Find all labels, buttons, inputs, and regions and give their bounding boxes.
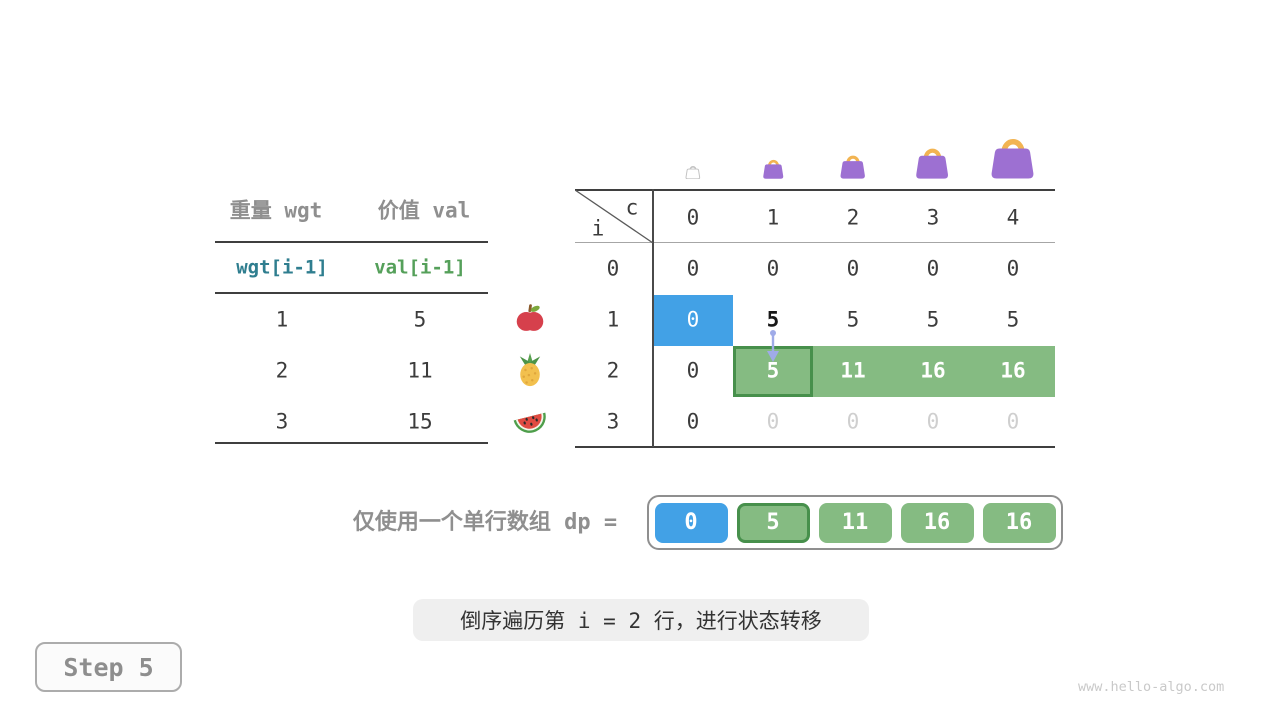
item-table-sub-val: val[i-1] (374, 256, 466, 279)
dp-array-cell-4: 16 (982, 502, 1056, 543)
item-table-sub-wgt: wgt[i-1] (236, 256, 328, 279)
item-wgt-1: 1 (275, 307, 289, 332)
dp-row-header-2: 2 (606, 358, 620, 383)
dp-row-header-1: 1 (606, 307, 620, 332)
watermark: www.hello-algo.com (1078, 679, 1225, 695)
dp-col-header-1: 1 (766, 205, 780, 230)
item-wgt-3: 3 (275, 409, 289, 434)
item-table-header-value: 价值 val (377, 198, 471, 223)
dp-col-header-0: 0 (686, 205, 700, 230)
dp-col-header-3: 3 (926, 205, 940, 230)
pineapple-icon (515, 353, 545, 387)
dp-cell-r1c2: 5 (846, 307, 860, 332)
dp-array-cell-3: 16 (900, 502, 974, 543)
state-transition-down-arrow-icon (767, 330, 779, 362)
item-table-top-rule (215, 241, 488, 243)
bag-large-icon (914, 144, 951, 179)
dp-array-label: 仅使用一个单行数组 dp = (352, 510, 618, 535)
step-badge: Step 5 (35, 642, 182, 692)
dp-cell-r0c2: 0 (846, 256, 860, 281)
dp-cell-r3c3: 0 (926, 409, 940, 434)
dp-cell-r0c4: 0 (1006, 256, 1020, 281)
dp-table-diagonal-rule (575, 190, 653, 243)
step-label: Step 5 (63, 652, 154, 682)
dp-cell-r3c2: 0 (846, 409, 860, 434)
dp-cell-r1c1: 5 (766, 307, 780, 332)
dp-cell-r0c1: 0 (766, 256, 780, 281)
dp-corner-col-label: c (625, 195, 639, 220)
bag-small-icon (762, 157, 785, 179)
dp-table-header-rule (575, 242, 1055, 243)
dp-cell-r1c0: 0 (686, 307, 700, 332)
item-wgt-2: 2 (275, 358, 289, 383)
item-val-3: 15 (407, 409, 433, 434)
dp-cell-r3c4: 0 (1006, 409, 1020, 434)
caption-text: 倒序遍历第 i = 2 行，进行状态转移 (460, 609, 822, 633)
dp-table-top-rule (575, 189, 1055, 191)
bag-medium-icon (839, 152, 867, 179)
dp-cell-r3c1: 0 (766, 409, 780, 434)
dp-cell-r2c2: 11 (840, 358, 866, 383)
dp-corner-row-label: i (591, 216, 605, 241)
dp-highlight-green-band (733, 345, 1055, 397)
dp-col-header-4: 4 (1006, 205, 1020, 230)
watermelon-icon (512, 407, 548, 435)
item-val-1: 5 (413, 307, 427, 332)
dp-cell-r3c0: 0 (686, 409, 700, 434)
dp-cell-r1c3: 5 (926, 307, 940, 332)
dp-cell-r2c3: 16 (920, 358, 946, 383)
bag-xlarge-icon (989, 133, 1037, 179)
dp-cell-r1c4: 5 (1006, 307, 1020, 332)
apple-icon (516, 303, 544, 333)
dp-cell-r2c4: 16 (1000, 358, 1026, 383)
dp-row-header-3: 3 (606, 409, 620, 434)
item-val-2: 11 (407, 358, 433, 383)
item-table-mid-rule (215, 292, 488, 294)
dp-table-bottom-rule (575, 446, 1055, 448)
dp-highlight-blue-cell (653, 294, 733, 346)
dp-array-cell-2: 11 (818, 502, 892, 543)
item-table-header-weight: 重量 wgt (229, 198, 323, 223)
dp-row-header-0: 0 (606, 256, 620, 281)
item-table-bottom-rule (215, 442, 488, 444)
dp-array: 0 5 11 16 16 (647, 495, 1063, 550)
dp-array-cell-1: 5 (736, 502, 810, 543)
dp-cell-r2c1: 5 (766, 358, 780, 383)
dp-col-header-2: 2 (846, 205, 860, 230)
bag-ghost-icon (685, 164, 701, 179)
dp-cell-r0c3: 0 (926, 256, 940, 281)
dp-cell-r0c0: 0 (686, 256, 700, 281)
dp-array-cell-0: 0 (654, 502, 728, 543)
caption-pill: 倒序遍历第 i = 2 行，进行状态转移 (413, 599, 869, 641)
dp-table-vertical-rule (652, 189, 654, 447)
dp-cell-r2c0: 0 (686, 358, 700, 383)
